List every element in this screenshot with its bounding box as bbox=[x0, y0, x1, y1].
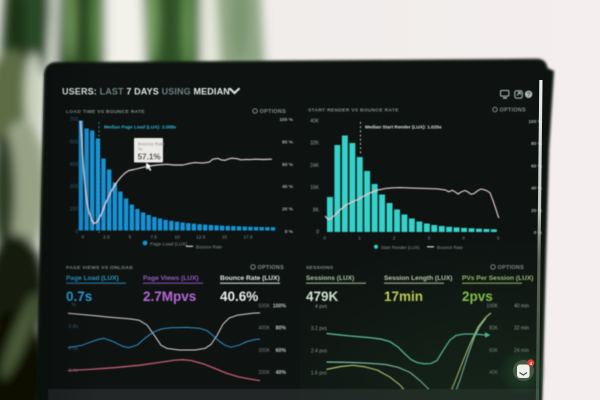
svg-text:4: 4 bbox=[529, 361, 532, 367]
